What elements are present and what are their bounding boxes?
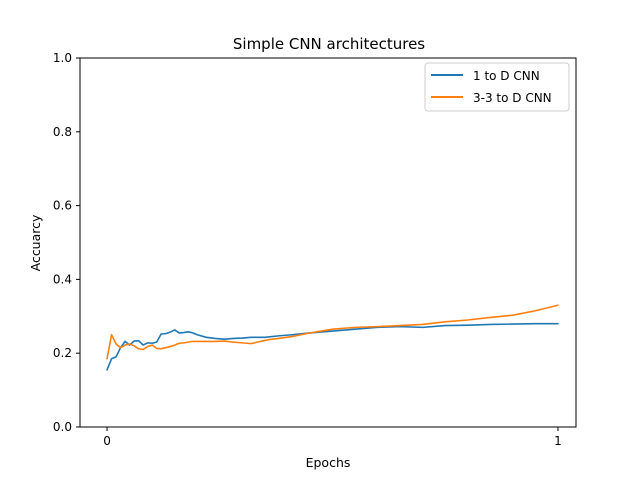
y-tick-label: 0.8 [53,125,72,139]
y-tick-label: 1.0 [53,51,72,65]
series-line-0 [106,322,559,371]
x-axis-label: Epochs [306,455,351,470]
series-lines [106,304,559,371]
series-line-1 [106,304,559,360]
x-tick-label: 0 [103,434,111,448]
legend-label-3-3to-d: 3-3 to D CNN [473,91,552,105]
legend-label-1to-d: 1 to D CNN [473,69,540,83]
legend: 1 to D CNN 3-3 to D CNN [424,62,570,112]
y-tick-label: 0.4 [53,272,72,286]
y-tick-label: 0.2 [53,346,72,360]
y-tick-label: 0.6 [53,199,72,213]
x-tick-label: 1 [554,434,562,448]
y-tick-label: 0.0 [53,420,72,434]
y-axis-ticks: 0.0 0.2 0.4 0.6 0.8 1.0 [53,51,80,434]
chart-title: Simple CNN architectures [233,35,425,53]
plot-frame [79,57,577,428]
plot-area [79,57,577,428]
y-axis-label: Accuarcy [28,214,43,271]
